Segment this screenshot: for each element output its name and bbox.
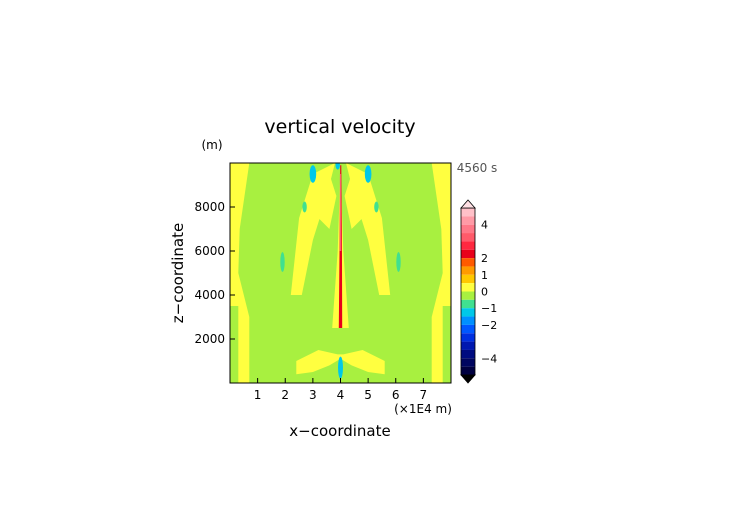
- y-tick-label: 8000: [194, 200, 225, 214]
- x-unit-label: (×1E4 m): [394, 402, 452, 416]
- x-tick-label: 7: [420, 388, 428, 402]
- colorbar-level-6: [461, 258, 475, 267]
- colorbar-level-15: [461, 333, 475, 342]
- colorbar-over-arrow: [460, 199, 476, 209]
- y-tick-label: 6000: [194, 244, 225, 258]
- colorbar-tick-label: 4: [481, 219, 488, 232]
- colorbar-level-10: [461, 291, 475, 300]
- colorbar-tick-label: −2: [481, 319, 497, 332]
- contour-region-14: [302, 201, 307, 213]
- colorbar-tick-label: −4: [481, 352, 497, 365]
- x-tick-label: 4: [337, 388, 345, 402]
- contour-region-19: [335, 163, 340, 170]
- colorbar-level-14: [461, 324, 475, 334]
- y-axis-label: z−coordinate: [169, 223, 187, 323]
- contour-region-15: [374, 201, 379, 213]
- x-axis-label: x−coordinate: [289, 422, 390, 440]
- contour-field: [230, 163, 451, 383]
- contour-region-16: [280, 252, 285, 272]
- colorbar-level-12: [461, 308, 475, 317]
- colorbar-level-1: [461, 216, 475, 225]
- colorbar-level-8: [461, 274, 475, 284]
- colorbar-level-17: [461, 349, 475, 359]
- colorbar-tick-label: 0: [481, 286, 488, 299]
- colorbar-under-arrow: [460, 374, 476, 384]
- colorbar-level-4: [461, 241, 475, 250]
- colorbar-tick-label: −1: [481, 302, 497, 315]
- contour-region-17: [396, 252, 401, 272]
- colorbar-level-16: [461, 341, 475, 350]
- time-label: 4560 s: [457, 161, 498, 175]
- y-axis: 2000 4000 6000 8000: [194, 200, 235, 346]
- contour-region-2: [230, 306, 239, 383]
- colorbar-level-3: [461, 233, 475, 242]
- colorbar-tick-label: 1: [481, 269, 488, 282]
- colorbar-level-0: [461, 208, 475, 217]
- contour-region-13: [364, 165, 372, 183]
- y-tick-label: 2000: [194, 332, 225, 346]
- contour-region-18: [338, 356, 343, 379]
- x-tick-label: 6: [392, 388, 400, 402]
- x-tick-label: 3: [309, 388, 317, 402]
- contour-region-8: [318, 174, 337, 229]
- colorbar-level-19: [461, 366, 475, 375]
- colorbar-level-2: [461, 224, 475, 234]
- x-axis: 1 2 3 4 5 6 7: [254, 378, 427, 402]
- colorbar: 4 2 1 0 −1 −2 −4: [460, 199, 497, 384]
- contour-region-9: [344, 174, 363, 229]
- chart-title: vertical velocity: [264, 116, 415, 138]
- x-tick-label: 1: [254, 388, 262, 402]
- colorbar-level-18: [461, 358, 475, 367]
- contour-region-12: [309, 165, 317, 183]
- contour-region-11: [339, 174, 342, 251]
- y-tick-label: 4000: [194, 288, 225, 302]
- x-tick-label: 2: [281, 388, 289, 402]
- x-tick-label: 5: [364, 388, 372, 402]
- colorbar-level-13: [461, 316, 475, 325]
- contour-region-4: [296, 350, 385, 375]
- colorbar-level-5: [461, 249, 475, 259]
- colorbar-level-7: [461, 266, 475, 275]
- colorbar-level-11: [461, 299, 475, 309]
- colorbar-level-9: [461, 283, 475, 292]
- y-unit-label: (m): [201, 138, 222, 152]
- plot-area: 1 2 3 4 5 6 7 2000 4000 6000 8000: [194, 162, 452, 402]
- colorbar-tick-label: 2: [481, 252, 488, 265]
- contour-region-3: [442, 306, 451, 383]
